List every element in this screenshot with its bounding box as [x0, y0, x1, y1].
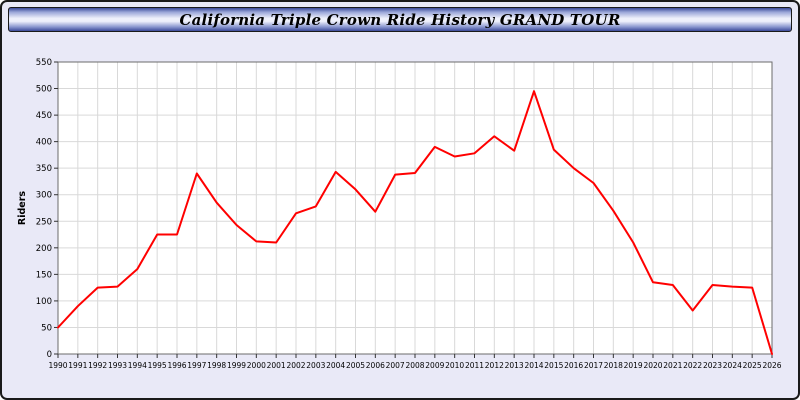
svg-text:2003: 2003: [306, 361, 325, 370]
svg-text:2022: 2022: [683, 361, 702, 370]
svg-text:2025: 2025: [743, 361, 762, 370]
svg-text:2016: 2016: [564, 361, 583, 370]
svg-text:2026: 2026: [762, 361, 781, 370]
svg-text:1991: 1991: [68, 361, 87, 370]
svg-text:2014: 2014: [524, 361, 543, 370]
svg-text:2001: 2001: [267, 361, 286, 370]
svg-text:2023: 2023: [703, 361, 722, 370]
svg-text:100: 100: [36, 297, 52, 307]
svg-text:2024: 2024: [723, 361, 742, 370]
svg-text:1994: 1994: [128, 361, 147, 370]
y-axis-label: Riders: [17, 191, 28, 226]
svg-text:550: 550: [36, 58, 52, 68]
svg-text:1996: 1996: [167, 361, 186, 370]
svg-text:1999: 1999: [227, 361, 246, 370]
svg-text:2019: 2019: [624, 361, 643, 370]
svg-text:2008: 2008: [405, 361, 424, 370]
svg-text:400: 400: [36, 138, 52, 148]
page-title: California Triple Crown Ride History GRA…: [179, 10, 621, 29]
svg-text:50: 50: [41, 323, 52, 333]
svg-text:350: 350: [36, 164, 52, 174]
svg-text:1993: 1993: [108, 361, 127, 370]
svg-text:2013: 2013: [505, 361, 524, 370]
svg-text:2021: 2021: [663, 361, 682, 370]
svg-text:2018: 2018: [604, 361, 623, 370]
svg-text:2004: 2004: [326, 361, 345, 370]
svg-text:300: 300: [36, 191, 52, 201]
chart-panel: 0 50 100 150 200 250 300 350 400 450 500 550 1990 199…: [12, 48, 798, 382]
svg-text:2009: 2009: [425, 361, 444, 370]
svg-text:150: 150: [36, 270, 52, 280]
svg-text:2000: 2000: [247, 361, 266, 370]
svg-text:1998: 1998: [207, 361, 226, 370]
svg-text:2007: 2007: [386, 361, 405, 370]
svg-text:200: 200: [36, 244, 52, 254]
svg-text:2002: 2002: [286, 361, 305, 370]
svg-text:1992: 1992: [88, 361, 107, 370]
svg-text:2011: 2011: [465, 361, 484, 370]
svg-text:1990: 1990: [48, 361, 67, 370]
svg-text:250: 250: [36, 217, 52, 227]
svg-text:2006: 2006: [366, 361, 385, 370]
svg-text:500: 500: [36, 85, 52, 95]
svg-text:2017: 2017: [584, 361, 603, 370]
svg-text:2005: 2005: [346, 361, 365, 370]
svg-text:0: 0: [47, 350, 52, 360]
title-bar: California Triple Crown Ride History GRA…: [8, 7, 792, 32]
svg-text:2010: 2010: [445, 361, 464, 370]
svg-text:1997: 1997: [187, 361, 206, 370]
riders-series-line: [57, 90, 773, 355]
svg-text:2012: 2012: [485, 361, 504, 370]
svg-text:450: 450: [36, 111, 52, 121]
svg-text:2015: 2015: [544, 361, 563, 370]
svg-text:1995: 1995: [148, 361, 167, 370]
svg-text:2020: 2020: [643, 361, 662, 370]
